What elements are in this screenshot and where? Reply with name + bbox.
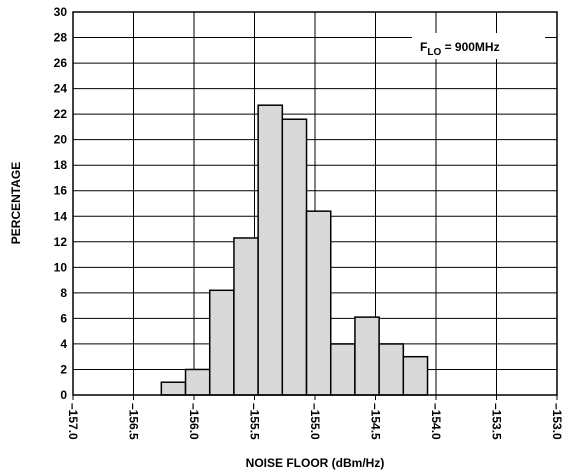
bar [184, 368, 211, 396]
x-tick-label: –156.5 [127, 403, 141, 440]
bar [208, 289, 235, 396]
x-tick-label: –156.0 [187, 403, 201, 440]
y-tick-label: 6 [60, 311, 67, 325]
annotation-box [412, 33, 545, 59]
y-tick-label: 18 [54, 158, 68, 172]
annotation: FLO = 900MHz [420, 40, 500, 58]
annotation-sub: LO [427, 47, 441, 58]
plot-frame [72, 11, 558, 396]
bar [354, 316, 380, 396]
bar [402, 355, 429, 396]
bar [305, 210, 332, 396]
bar [257, 104, 284, 396]
x-axis-label: NOISE FLOOR (dBm/Hz) [246, 456, 385, 470]
y-tick-label: 30 [54, 5, 68, 19]
y-tick-label: 10 [54, 260, 68, 274]
x-tick-label: –154.0 [429, 403, 443, 440]
y-tick-label: 26 [54, 56, 68, 70]
x-tick-label: –155.5 [248, 403, 262, 440]
annotation-rest: = 900MHz [441, 40, 499, 54]
x-tick-label: –153.0 [550, 403, 564, 440]
y-axis-label: PERCENTAGE [9, 162, 23, 244]
y-tick-label: 22 [54, 107, 68, 121]
x-tick-label: –155.0 [308, 403, 322, 440]
bar [378, 343, 405, 396]
y-tick-label: 0 [60, 388, 67, 402]
y-tick-label: 14 [54, 209, 68, 223]
y-tick-label: 2 [60, 362, 67, 376]
annotation-base: F [420, 40, 427, 54]
bar [233, 237, 259, 396]
y-tick-label: 12 [54, 235, 68, 249]
y-tick-label: 24 [54, 82, 68, 96]
bar [329, 343, 356, 396]
x-tick-label: –153.5 [490, 403, 504, 440]
y-tick-label: 8 [60, 286, 67, 300]
y-tick-label: 28 [54, 31, 68, 45]
x-tick-label: –157.0 [66, 403, 80, 440]
y-tick-label: 20 [54, 133, 68, 147]
y-tick-label: 4 [60, 337, 67, 351]
y-tick-label: 16 [54, 184, 68, 198]
x-tick-label: –154.5 [369, 403, 383, 440]
bar [281, 118, 308, 396]
bar [160, 381, 187, 396]
